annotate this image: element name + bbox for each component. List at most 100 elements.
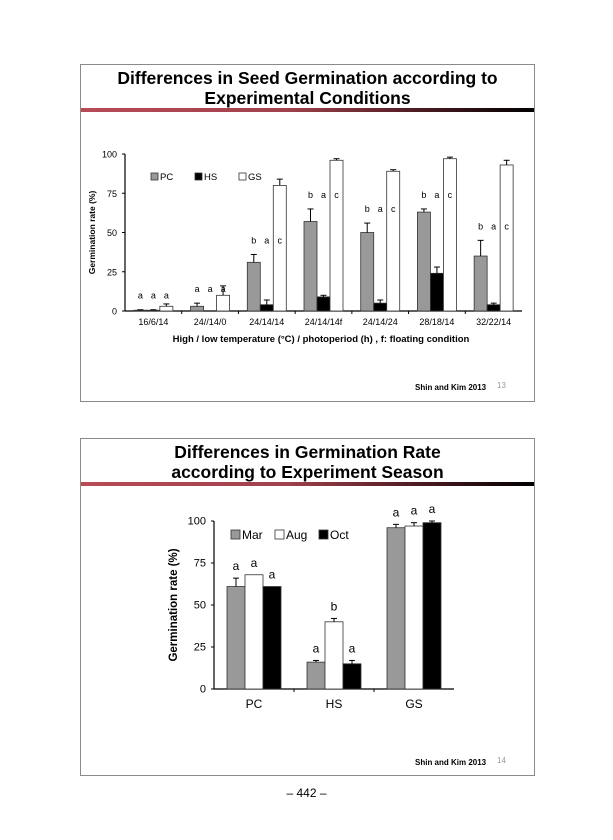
slide-title-line-1: Differences in Germination Rate (174, 442, 441, 462)
slide-title-line-1: Differences in Seed Germination accordin… (117, 68, 498, 88)
significance-label: a (251, 556, 258, 570)
bar-oct (422, 522, 442, 690)
bar-gs (329, 159, 344, 312)
y-axis-label: Germination rate (%) (87, 191, 97, 275)
significance-label: a (138, 291, 143, 301)
y-tick-label: 0 (200, 684, 206, 696)
y-tick-label: 100 (102, 150, 117, 160)
significance-label: c (504, 221, 509, 231)
citation: Shin and Kim 2013 (415, 383, 487, 392)
legend-label-aug: Aug (286, 528, 307, 542)
x-tick-label: 24/14/14 (249, 317, 284, 327)
slide-13: Differences in Seed Germination accordin… (80, 64, 535, 402)
legend-label-hs: HS (204, 172, 217, 183)
significance-label: a (349, 641, 356, 655)
page-number: – 442 – (286, 786, 327, 800)
bar-pc (473, 255, 488, 312)
x-tick-label: 24/14/14f (305, 317, 343, 327)
bar-pc (360, 232, 375, 312)
legend-swatch-oct (318, 529, 329, 540)
bar-gs (159, 305, 174, 312)
significance-label: a (491, 221, 496, 231)
significance-label: a (195, 284, 200, 294)
x-tick-label: 24/14/24 (363, 317, 398, 327)
x-tick-label: 28/18/14 (419, 317, 454, 327)
bar-mar (306, 661, 326, 690)
significance-label: c (391, 204, 396, 214)
bar-hs (486, 304, 501, 312)
significance-label: a (233, 559, 240, 573)
significance-label: a (321, 190, 326, 200)
significance-label: b (331, 599, 338, 613)
bar-pc (303, 221, 318, 312)
significance-label: c (448, 190, 453, 200)
significance-label: a (208, 284, 213, 294)
y-tick-label: 100 (188, 516, 206, 528)
slide-title-line-2: according to Experiment Season (171, 462, 444, 482)
legend-label-gs: GS (248, 172, 262, 183)
significance-label: a (264, 235, 269, 245)
significance-label: a (164, 291, 169, 301)
y-tick-label: 50 (107, 228, 117, 238)
significance-label: a (151, 291, 156, 301)
significance-label: a (269, 568, 276, 582)
bar-aug (244, 574, 264, 690)
bar-oct (262, 586, 282, 690)
bar-hs (430, 272, 444, 312)
slide-14: Differences in Germination Rate accordin… (80, 438, 535, 776)
x-tick-label: 32/22/14 (476, 317, 511, 327)
bar-oct (342, 663, 362, 690)
legend-swatch-gs (238, 172, 247, 181)
significance-label: a (378, 204, 383, 214)
significance-label: a (434, 190, 439, 200)
significance-label: b (421, 190, 426, 200)
significance-label: a (411, 504, 418, 518)
bar-gs (216, 294, 230, 312)
significance-label: b (365, 204, 370, 214)
significance-label: c (334, 190, 339, 200)
y-tick-label: 0 (112, 307, 117, 317)
legend-swatch-pc (150, 172, 159, 181)
bar-mar (226, 586, 246, 690)
bar-mar (386, 527, 406, 690)
title-divider (81, 108, 534, 112)
significance-label: c (278, 235, 283, 245)
bar-hs (259, 304, 274, 312)
slide-number: 13 (497, 381, 506, 390)
x-tick-label: HS (326, 697, 343, 711)
x-tick-label: GS (405, 697, 422, 711)
y-tick-label: 75 (194, 558, 206, 570)
x-axis-label: High / low temperature (°C) / photoperio… (173, 334, 470, 345)
y-axis-label: Germination rate (%) (168, 548, 180, 661)
legend-swatch-aug (274, 529, 285, 540)
bar-gs (443, 158, 457, 312)
significance-label: a (313, 641, 320, 655)
bar-pc (246, 261, 261, 312)
slide-title: Differences in Germination Rate accordin… (81, 442, 534, 482)
legend-swatch-hs (194, 172, 203, 181)
y-tick-label: 25 (107, 267, 117, 277)
bar-gs (386, 170, 401, 312)
legend-swatch-mar (230, 529, 241, 540)
significance-label: a (393, 505, 400, 519)
bar-hs (146, 309, 161, 312)
significance-label: b (478, 221, 483, 231)
y-tick-label: 75 (107, 189, 117, 199)
x-tick-label: PC (246, 697, 263, 711)
significance-label: a (221, 284, 226, 294)
bar-pc (417, 211, 431, 312)
significance-label: b (251, 235, 256, 245)
y-tick-label: 50 (194, 600, 206, 612)
x-tick-label: 24//14/0 (194, 317, 227, 327)
legend-label-mar: Mar (242, 528, 263, 542)
bar-aug (404, 525, 424, 690)
legend-label-oct: Oct (330, 528, 349, 542)
x-tick-label: 16/6/14 (138, 317, 168, 327)
citation: Shin and Kim 2013 (415, 758, 487, 767)
bar-gs (499, 164, 514, 312)
bar-pc (190, 305, 204, 312)
slide-title-line-2: Experimental Conditions (204, 88, 411, 108)
bar-gs (272, 185, 287, 312)
